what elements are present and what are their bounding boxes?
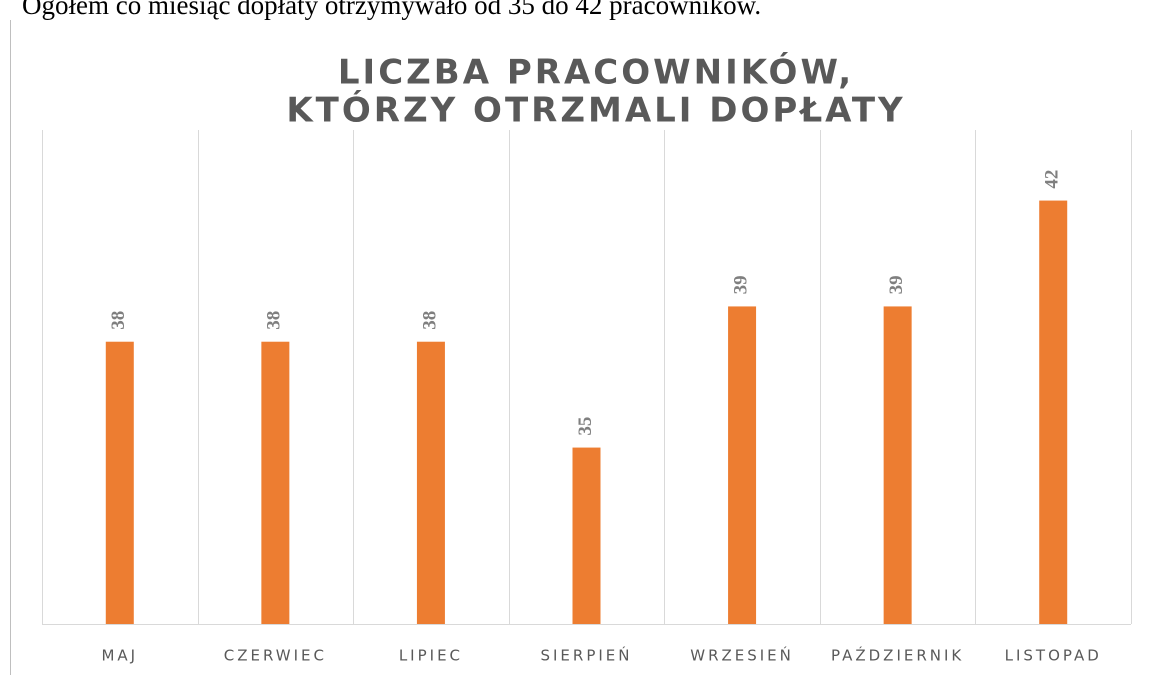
data-label: 35 [575,417,596,436]
chart-title: LICZBA PRACOWNIKÓW, [338,52,854,93]
data-label: 42 [1042,170,1063,189]
x-tick-label: PAŹDZIERNIK [831,646,964,665]
bar [416,341,445,624]
data-label: 38 [264,311,285,330]
data-label: 39 [886,275,907,294]
bar [1039,200,1068,625]
x-tick-label: WRZESIEŃ [690,646,794,665]
chart-title: KTÓRZY OTRZMALI DOPŁATY [286,90,905,131]
x-tick-label: MAJ [101,647,138,665]
x-tick-label: LISTOPAD [1005,647,1102,665]
data-label: 38 [108,311,129,330]
document-text: Ogółem co miesiąc dopłaty otrzymywało od… [22,0,761,20]
bar [572,447,601,624]
data-label: 38 [419,311,440,330]
x-tick-label: SIERPIEŃ [540,646,632,665]
bar [728,306,757,624]
data-label: 39 [730,275,751,294]
bar [105,341,134,624]
x-tick-label: CZERWIEC [224,647,327,665]
bar [883,306,912,624]
x-tick-label: LIPIEC [399,647,463,665]
bar [261,341,290,624]
